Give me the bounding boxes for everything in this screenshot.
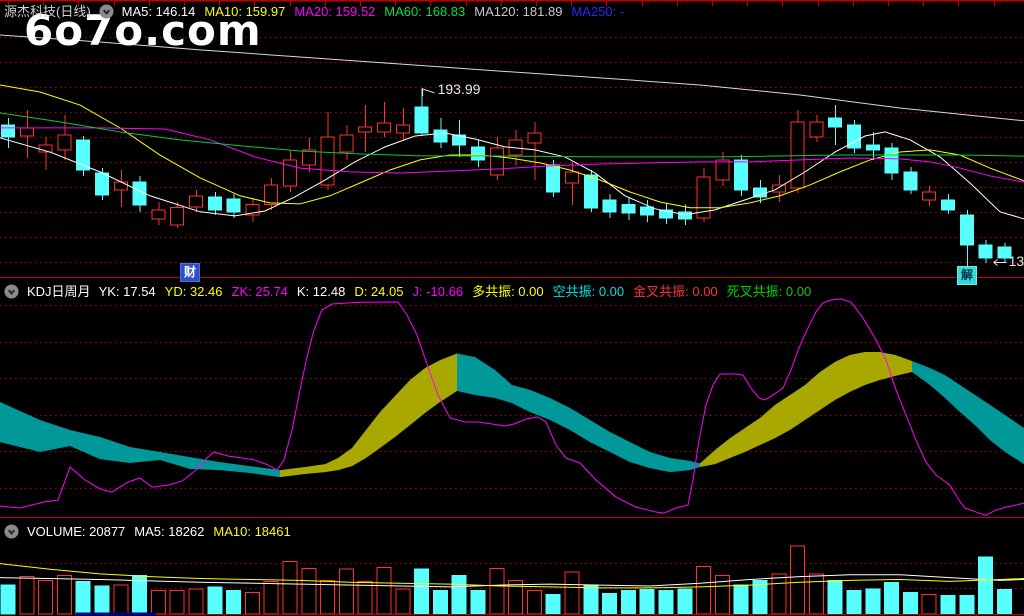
legend-item: YK: 17.54: [98, 284, 156, 299]
collapse-chevron-icon[interactable]: [99, 4, 114, 19]
pane-separators: [0, 277, 1024, 518]
kdj-title: KDJ日周月: [27, 284, 91, 299]
legend-item: MA5: 18262: [134, 524, 205, 539]
peak-price-label: 193.99: [437, 80, 481, 97]
legend-item: MA10: 18461: [213, 524, 291, 539]
ma-lines: [0, 34, 1024, 220]
legend-item: 空共振: 0.00: [552, 284, 625, 299]
grid-lines: [0, 37, 1024, 589]
kdj-band-bear: [0, 401, 280, 478]
low-price-label: 130.: [1008, 252, 1024, 269]
kdj-band-bear: [457, 353, 700, 473]
collapse-chevron-icon[interactable]: [4, 284, 19, 299]
volume-ma10-line: [0, 563, 1024, 589]
legend-item: MA60: 168.83: [384, 4, 466, 19]
kdj-pane-header: KDJ日周月 YK: 17.54 YD: 32.46 ZK: 25.74 K: 12.…: [4, 283, 811, 300]
ma60-line: [0, 112, 1024, 158]
legend-item: K: 12.48: [296, 284, 346, 299]
legend-item: J: -10.66: [412, 284, 464, 299]
legend-item: MA10: 159.97: [204, 4, 286, 19]
volume-pane-header: VOLUME: 20877 MA5: 18262 MA10: 18461: [4, 523, 291, 540]
legend-item: ZK: 25.74: [231, 284, 288, 299]
legend-item: 多共振: 0.00: [472, 284, 544, 299]
top-axis-ticks: [0, 0, 1024, 6]
price-annotations: [422, 88, 1007, 266]
legend-item: 金叉共振: 0.00: [633, 284, 718, 299]
kdj-legend: YK: 17.54 YD: 32.46 ZK: 25.74 K: 12.48 D: 24…: [99, 283, 812, 300]
legend-item: VOLUME: 20877: [27, 524, 126, 539]
volume-ma-lines: [0, 563, 1024, 589]
ma20-line: [0, 127, 1024, 183]
main-pane-header: 源杰科技(日线) MA5: 146.14 MA10: 159.97 MA20: 15…: [4, 3, 624, 20]
peak-arrow: [422, 88, 435, 96]
volume-legend: VOLUME: 20877 MA5: 18262 MA10: 18461: [27, 523, 291, 540]
watermark: 6o7o.com: [24, 6, 262, 55]
candles-group: [1, 87, 1012, 268]
kdj-band-bull: [700, 352, 912, 468]
marker-tag-cai[interactable]: 财: [180, 263, 201, 282]
stock-title: 源杰科技(日线): [4, 4, 91, 19]
volume-ma5-line: [0, 574, 1024, 588]
ma120-line: [0, 34, 1024, 122]
collapse-chevron-icon[interactable]: [4, 524, 19, 539]
legend-item: YD: 32.46: [164, 284, 223, 299]
volume-baseline: [76, 612, 1024, 616]
legend-item: MA20: 159.52: [294, 4, 376, 19]
legend-item: MA120: 181.89: [474, 4, 563, 19]
legend-item: D: 24.05: [354, 284, 404, 299]
legend-item: MA5: 146.14: [121, 4, 196, 19]
kdj-j-line: [0, 298, 1024, 516]
legend-item: 死叉共振: 0.00: [726, 284, 812, 299]
kdj-band-bear: [912, 360, 1024, 465]
kdj-band-bull: [280, 353, 457, 478]
ma10-line: [0, 84, 1024, 209]
marker-tag-jie[interactable]: 解: [957, 266, 978, 285]
main-ma-legend: MA5: 146.14 MA10: 159.97 MA20: 159.52 MA60:…: [122, 3, 625, 20]
kdj-band: [0, 352, 1024, 478]
legend-item: MA250: -: [571, 4, 625, 19]
